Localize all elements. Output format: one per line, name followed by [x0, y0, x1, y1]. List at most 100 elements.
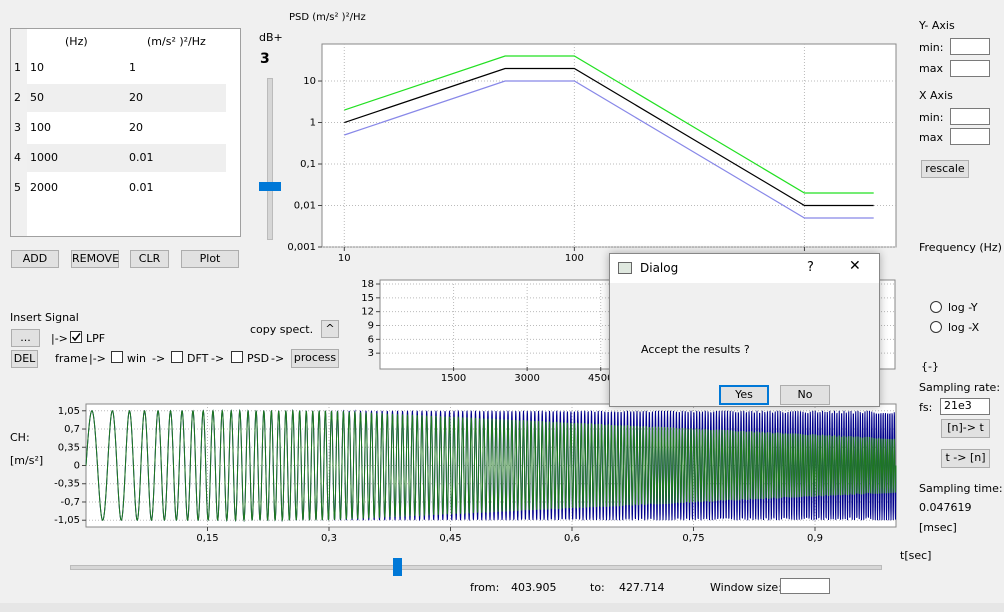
- row-number: 1: [14, 61, 21, 74]
- y-tick-label: 10: [303, 76, 316, 87]
- check-mark: [71, 333, 81, 342]
- psd-line: [344, 55, 874, 194]
- gain-label: dB+: [259, 31, 283, 44]
- win-checkbox[interactable]: [111, 351, 123, 363]
- psd-checkbox[interactable]: [231, 351, 243, 363]
- dft-checkbox[interactable]: [171, 351, 183, 363]
- table-cell: 1000: [30, 151, 58, 164]
- add-button[interactable]: ADD: [11, 250, 59, 268]
- waveform: [85, 409, 897, 523]
- y-max-input[interactable]: [950, 60, 990, 77]
- frame-label: frame: [55, 352, 88, 365]
- y-tick-label: 12: [361, 307, 374, 318]
- x-min-input[interactable]: [950, 108, 990, 125]
- table-cell: 100: [30, 121, 51, 134]
- y-tick-label: -0,35: [54, 479, 80, 490]
- arrow: ->: [211, 352, 225, 365]
- y-tick-label: 18: [361, 279, 374, 290]
- copy-button[interactable]: ^: [321, 320, 339, 338]
- y-max-label: max: [919, 62, 943, 75]
- log-x-label: log -X: [948, 321, 980, 334]
- x-tick-label: 3000: [514, 373, 539, 384]
- log-y-radio[interactable]: [930, 301, 942, 313]
- window-size-input[interactable]: [780, 578, 830, 594]
- x-tick-label: 0,45: [439, 533, 461, 544]
- sampling-time-label: Sampling time:: [919, 482, 1003, 495]
- win-label: win: [127, 352, 147, 365]
- psd-line: [344, 80, 874, 219]
- y-tick-label: -1,05: [54, 515, 80, 526]
- column-header: (m/s² )²/Hz: [147, 35, 206, 48]
- del-button[interactable]: DEL: [11, 350, 38, 368]
- x-axis-label: X Axis: [919, 89, 953, 102]
- dialog-icon: [618, 262, 632, 274]
- x-tick-label: 0,75: [682, 533, 704, 544]
- row-number: 3: [14, 121, 21, 134]
- log-y-label: log -Y: [948, 301, 978, 314]
- arrow: ->: [271, 352, 285, 365]
- x-tick-label: 100: [565, 253, 584, 264]
- lpf-checkbox[interactable]: [70, 331, 82, 343]
- y-tick-label: -0,7: [60, 497, 80, 508]
- process-button[interactable]: process: [291, 349, 339, 368]
- to-value: 427.714: [619, 581, 665, 594]
- row-header: [11, 29, 27, 236]
- y-tick-label: 1: [310, 118, 316, 129]
- x-max-input[interactable]: [950, 128, 990, 145]
- log-x-radio[interactable]: [930, 321, 942, 333]
- y-min-label: min:: [919, 41, 944, 54]
- table-cell: 1: [129, 61, 136, 74]
- time-handle[interactable]: [393, 558, 402, 576]
- rescale-button[interactable]: rescale: [921, 160, 969, 178]
- y-tick-label: 0,7: [64, 424, 80, 435]
- dialog-title: Dialog: [640, 261, 679, 275]
- y-tick-label: 15: [361, 293, 374, 304]
- table-cell: 0.01: [129, 181, 154, 194]
- browse-button[interactable]: ...: [11, 329, 40, 347]
- row-number: 5: [14, 181, 21, 194]
- remove-button[interactable]: REMOVE: [71, 250, 119, 268]
- time-track: [70, 565, 882, 570]
- y-tick-label: 0: [74, 461, 80, 472]
- x-tick-label: 4500: [588, 373, 613, 384]
- help-button[interactable]: ?: [807, 260, 814, 275]
- arrow: |->: [89, 352, 106, 365]
- dialog-titlebar: [610, 254, 879, 283]
- y-axis-label: Y- Axis: [919, 19, 955, 32]
- y-min-input[interactable]: [950, 38, 990, 55]
- table-cell: 0.01: [129, 151, 154, 164]
- arrow: ->: [152, 352, 166, 365]
- y-axis-unit: [m/s²]: [10, 454, 44, 467]
- y-tick-label: 6: [368, 334, 374, 345]
- dft-label: DFT: [187, 352, 209, 365]
- y-tick-label: 9: [368, 321, 374, 332]
- sampling-rate-label: Sampling rate:: [919, 381, 1001, 394]
- table-cell: 2000: [30, 181, 58, 194]
- gain-handle[interactable]: [259, 182, 281, 191]
- x-axis-title: t[sec]: [900, 549, 932, 562]
- clr-button[interactable]: CLR: [130, 250, 169, 268]
- row-stripe: [27, 144, 226, 172]
- psd-line: [344, 67, 874, 207]
- table-cell: 10: [30, 61, 44, 74]
- yes-button[interactable]: Yes: [719, 385, 769, 405]
- plot-button[interactable]: Plot: [181, 250, 239, 268]
- dialog: Dialog ? ✕ Accept the results ? Yes No: [609, 253, 880, 407]
- t-to-n-button[interactable]: t -> [n]: [941, 449, 990, 468]
- x-tick-label: 0,9: [807, 533, 823, 544]
- y-tick-label: 0,001: [287, 242, 316, 253]
- no-button[interactable]: No: [780, 385, 830, 405]
- psd-table[interactable]: [10, 28, 241, 237]
- insert-title: Insert Signal: [10, 311, 79, 324]
- psd-title: PSD (m/s² )²/Hz: [289, 12, 366, 23]
- unit-label: {-}: [921, 360, 939, 373]
- sampling-time-value: 0.047619: [919, 501, 972, 514]
- close-button[interactable]: ✕: [849, 258, 861, 274]
- n-to-t-button[interactable]: [n]-> t: [941, 419, 990, 438]
- from-label: from:: [470, 581, 500, 594]
- psd-label: PSD: [247, 352, 270, 365]
- y-tick-label: 3: [368, 348, 374, 359]
- fs-label: fs:: [919, 401, 933, 414]
- fs-input[interactable]: 21e3: [940, 398, 990, 415]
